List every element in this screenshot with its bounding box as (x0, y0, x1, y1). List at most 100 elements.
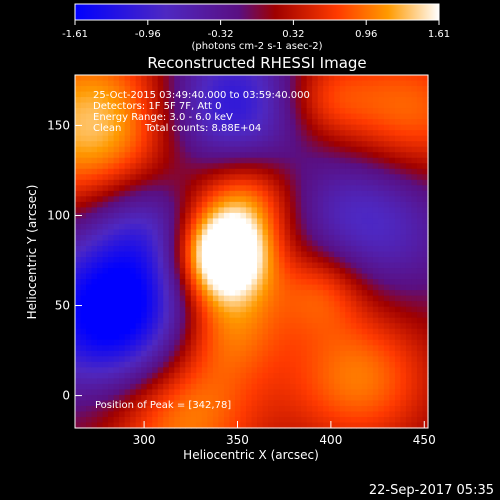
heatmap-cell (91, 251, 98, 258)
heatmap-cell (405, 75, 413, 82)
heatmap-cell (273, 113, 280, 120)
heatmap-cell (157, 405, 164, 413)
heatmap-cell (251, 135, 258, 142)
heatmap-cell (350, 108, 357, 115)
heatmap-cell (108, 229, 115, 236)
heatmap-cell (119, 91, 126, 98)
heatmap-cell (223, 135, 231, 142)
heatmap-cell (135, 328, 142, 335)
heatmap-cell (394, 290, 402, 297)
heatmap-cell (146, 350, 153, 357)
heatmap-cell (312, 223, 319, 231)
heatmap-cell (174, 212, 181, 220)
heatmap-cell (185, 284, 192, 291)
heatmap-cell (334, 86, 341, 93)
heatmap-cell (262, 400, 269, 407)
heatmap-cell (152, 201, 159, 208)
heatmap-cell (207, 273, 214, 280)
heatmap-cell (394, 174, 402, 181)
heatmap-cell (345, 86, 352, 93)
heatmap-cell (257, 152, 264, 159)
heatmap-cell (124, 295, 131, 302)
heatmap-cell (345, 119, 352, 126)
heatmap-cell (146, 339, 153, 346)
heatmap-cell (394, 157, 402, 164)
heatmap-cell (174, 185, 181, 192)
heatmap-cell (234, 157, 242, 164)
heatmap-cell (372, 317, 379, 324)
heatmap-cell (113, 290, 120, 297)
heatmap-cell (361, 201, 368, 208)
heatmap-cell (361, 345, 368, 352)
heatmap-cell (130, 378, 137, 385)
heatmap-cell (229, 290, 236, 297)
heatmap-cell (422, 361, 429, 368)
heatmap-cell (102, 152, 109, 159)
heatmap-cell (179, 218, 186, 225)
heatmap-cell (218, 416, 225, 424)
heatmap-cell (91, 389, 98, 396)
heatmap-cell (394, 284, 402, 291)
heatmap-cell (279, 345, 286, 352)
heatmap-cell (146, 97, 153, 104)
heatmap-cell (124, 75, 131, 82)
heatmap-cell (301, 306, 308, 313)
heatmap-cell (306, 229, 313, 236)
heatmap-cell (212, 157, 220, 164)
heatmap-cell (146, 152, 153, 159)
heatmap-cell (251, 400, 258, 407)
heatmap-cell (262, 251, 269, 258)
heatmap-cell (223, 97, 231, 104)
heatmap-cell (185, 301, 192, 308)
heatmap-cell (234, 284, 242, 291)
heatmap-cell (422, 323, 429, 330)
heatmap-cell (312, 405, 319, 413)
heatmap-cell (350, 367, 357, 374)
heatmap-cell (108, 323, 115, 330)
heatmap-cell (367, 152, 374, 159)
heatmap-cell (345, 163, 352, 170)
heatmap-cell (422, 185, 429, 192)
heatmap-cell (279, 245, 286, 253)
heatmap-cell (268, 152, 275, 159)
heatmap-cell (190, 146, 197, 153)
heatmap-cell (146, 130, 153, 137)
heatmap-cell (361, 218, 368, 225)
heatmap-cell (372, 422, 379, 429)
heatmap-cell (108, 75, 115, 82)
heatmap-cell (157, 290, 164, 297)
heatmap-cell (273, 268, 280, 275)
heatmap-cell (207, 174, 214, 181)
heatmap-cell (163, 97, 170, 104)
heatmap-cell (218, 328, 225, 335)
heatmap-cell (356, 312, 363, 319)
heatmap-cell (179, 135, 186, 142)
y-tick-label: 100 (47, 208, 70, 222)
heatmap-cell (361, 229, 368, 236)
heatmap-cell (405, 317, 413, 324)
heatmap-cell (168, 339, 175, 346)
heatmap-cell (411, 422, 418, 429)
heatmap-cell (306, 367, 313, 374)
heatmap-cell (80, 91, 87, 98)
heatmap-cell (411, 257, 418, 264)
heatmap-cell (268, 190, 275, 197)
heatmap-cell (306, 257, 313, 264)
heatmap-cell (405, 163, 413, 170)
heatmap-cell (251, 223, 258, 231)
heatmap-cell (323, 102, 330, 109)
heatmap-cell (400, 168, 407, 175)
heatmap-cell (152, 234, 159, 242)
heatmap-cell (405, 86, 413, 93)
heatmap-cell (119, 312, 126, 319)
heatmap-cell (119, 361, 126, 368)
heatmap-cell (135, 135, 142, 142)
heatmap-cell (234, 257, 242, 264)
heatmap-cell (372, 185, 379, 192)
heatmap-cell (245, 367, 253, 374)
heatmap-cell (229, 400, 236, 407)
heatmap-cell (157, 207, 164, 214)
heatmap-cell (179, 229, 186, 236)
heatmap-cell (174, 422, 181, 429)
heatmap-cell (361, 400, 368, 407)
